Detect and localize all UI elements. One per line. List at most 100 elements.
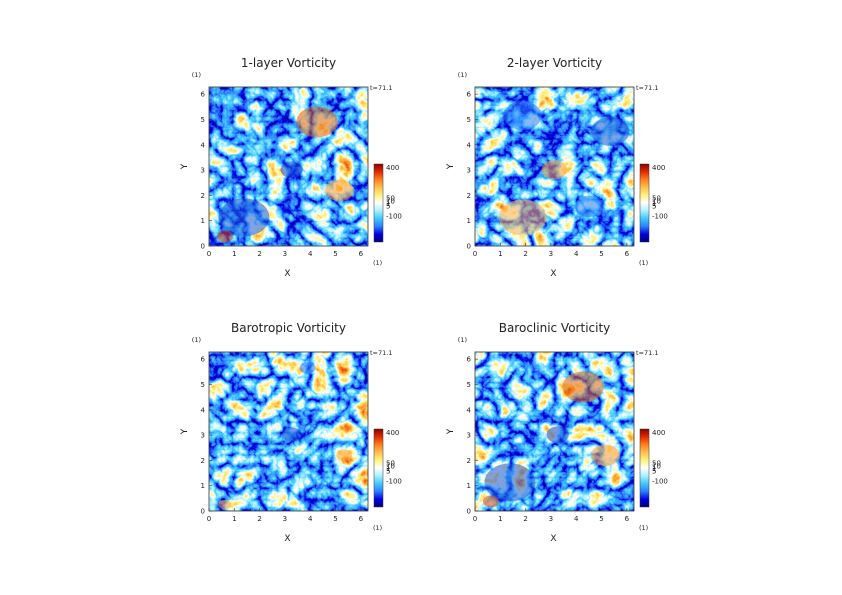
x-tick-label: 4 <box>574 250 579 258</box>
y-tick-label: 6 <box>201 356 206 364</box>
vortex-feature <box>562 371 604 403</box>
y-unit-label: (1) <box>458 71 467 79</box>
time-label: t=71.1 <box>370 349 392 357</box>
x-axis-label: X <box>284 534 290 544</box>
panel-1: 1-layer Vorticity 0 1 2 3 4 5 6 0 1 2 3 4 5 6 X Y (1) (1) t… <box>180 56 402 279</box>
colorbar-label: -100 <box>386 477 402 485</box>
y-tick-label: 4 <box>201 141 206 149</box>
colorbar-label: 400 <box>652 164 665 172</box>
panel-title: 1-layer Vorticity <box>241 56 336 70</box>
vortex-feature <box>280 161 303 179</box>
colorbar-label: 1 <box>652 200 656 208</box>
y-tick-label: 3 <box>467 432 471 440</box>
vortex-feature <box>546 426 569 444</box>
plot-frame <box>474 86 635 247</box>
vortex-feature <box>503 101 542 130</box>
x-unit-label: (1) <box>373 524 382 532</box>
x-tick-label: 3 <box>283 250 287 258</box>
vortex-feature <box>482 495 499 508</box>
x-tick-label: 0 <box>473 515 477 523</box>
x-tick-label: 5 <box>333 250 337 258</box>
y-tick-label: 5 <box>467 381 471 389</box>
x-tick-label: 5 <box>599 250 603 258</box>
y-tick-label: 2 <box>201 192 205 200</box>
x-tick-label: 1 <box>498 250 502 258</box>
colorbar-label: 1 <box>386 465 390 473</box>
y-tick-label: 0 <box>201 243 205 251</box>
vortex-feature <box>216 230 233 243</box>
x-tick-label: 4 <box>574 515 579 523</box>
x-tick-label: 1 <box>232 515 236 523</box>
colorbar <box>639 428 650 508</box>
y-tick-label: 5 <box>201 116 205 124</box>
x-tick-label: 0 <box>207 515 211 523</box>
colorbar-label: 5 <box>652 202 656 210</box>
panel-title: Baroclinic Vorticity <box>499 321 611 335</box>
panel-2: 2-layer Vorticity 0 1 2 3 4 5 6 0 1 2 3 4 5 6 X Y (1) (1) t… <box>446 56 668 279</box>
time-label: t=71.1 <box>636 349 658 357</box>
colorbar-label: 5 <box>386 202 390 210</box>
x-tick-label: 2 <box>523 515 527 523</box>
x-tick-label: 0 <box>207 250 211 258</box>
x-tick-label: 6 <box>359 250 364 258</box>
y-axis-label: Y <box>446 428 456 435</box>
y-tick-label: 2 <box>467 457 471 465</box>
y-tick-label: 5 <box>201 381 205 389</box>
plot-frame <box>208 351 369 512</box>
y-tick-label: 4 <box>467 406 472 414</box>
colorbar-label: 10 <box>652 198 661 206</box>
y-tick-label: 1 <box>467 482 471 490</box>
y-tick-label: 1 <box>467 217 471 225</box>
colorbar-label: 1 <box>386 200 390 208</box>
plot-frame <box>474 351 635 512</box>
colorbar <box>373 428 384 508</box>
heatmap-field <box>209 352 368 511</box>
heatmap-field <box>209 87 368 246</box>
x-tick-label: 6 <box>359 515 364 523</box>
x-unit-label: (1) <box>373 259 382 267</box>
y-tick-label: 2 <box>201 457 205 465</box>
colorbar-label: 10 <box>652 463 661 471</box>
colorbar-label: 400 <box>386 164 399 172</box>
x-tick-label: 4 <box>308 250 313 258</box>
panel-3: Barotropic Vorticity 0 1 2 3 4 5 6 0 1 2 3 4 5 6 X Y (1) (… <box>180 321 402 544</box>
x-tick-label: 5 <box>333 515 337 523</box>
colorbar-label: 50 <box>652 195 661 203</box>
x-axis-label: X <box>550 534 556 544</box>
panel-title: 2-layer Vorticity <box>507 56 602 70</box>
vortex-feature <box>336 449 353 462</box>
colorbar-label: 50 <box>652 460 661 468</box>
y-tick-label: 6 <box>201 91 206 99</box>
heatmap-field <box>475 352 634 511</box>
x-tick-label: 4 <box>308 515 313 523</box>
y-unit-label: (1) <box>192 71 201 79</box>
colorbar-label: 50 <box>386 195 395 203</box>
y-tick-label: 3 <box>467 167 471 175</box>
colorbar <box>639 163 650 243</box>
y-tick-label: 5 <box>467 116 471 124</box>
y-axis-label: Y <box>446 163 456 170</box>
vortex-feature <box>296 106 338 138</box>
x-tick-label: 6 <box>625 250 630 258</box>
colorbar-label: -100 <box>652 212 668 220</box>
x-tick-label: 2 <box>523 250 527 258</box>
y-tick-label: 2 <box>467 192 471 200</box>
y-tick-label: 4 <box>201 406 206 414</box>
y-axis-label: Y <box>180 163 190 170</box>
y-tick-label: 1 <box>201 217 205 225</box>
vortex-feature <box>591 444 620 467</box>
vortex-feature <box>325 179 354 202</box>
colorbar-label: 5 <box>652 467 656 475</box>
colorbar-label: 400 <box>386 429 399 437</box>
vortex-feature <box>484 463 536 502</box>
y-axis-label: Y <box>180 428 190 435</box>
x-tick-label: 2 <box>257 250 261 258</box>
x-tick-label: 5 <box>599 515 603 523</box>
x-tick-label: 1 <box>498 515 502 523</box>
vortex-feature <box>498 199 547 236</box>
colorbar-label: 400 <box>652 429 665 437</box>
y-tick-label: 3 <box>201 167 205 175</box>
x-tick-label: 3 <box>283 515 287 523</box>
panel-title: Barotropic Vorticity <box>231 321 346 335</box>
